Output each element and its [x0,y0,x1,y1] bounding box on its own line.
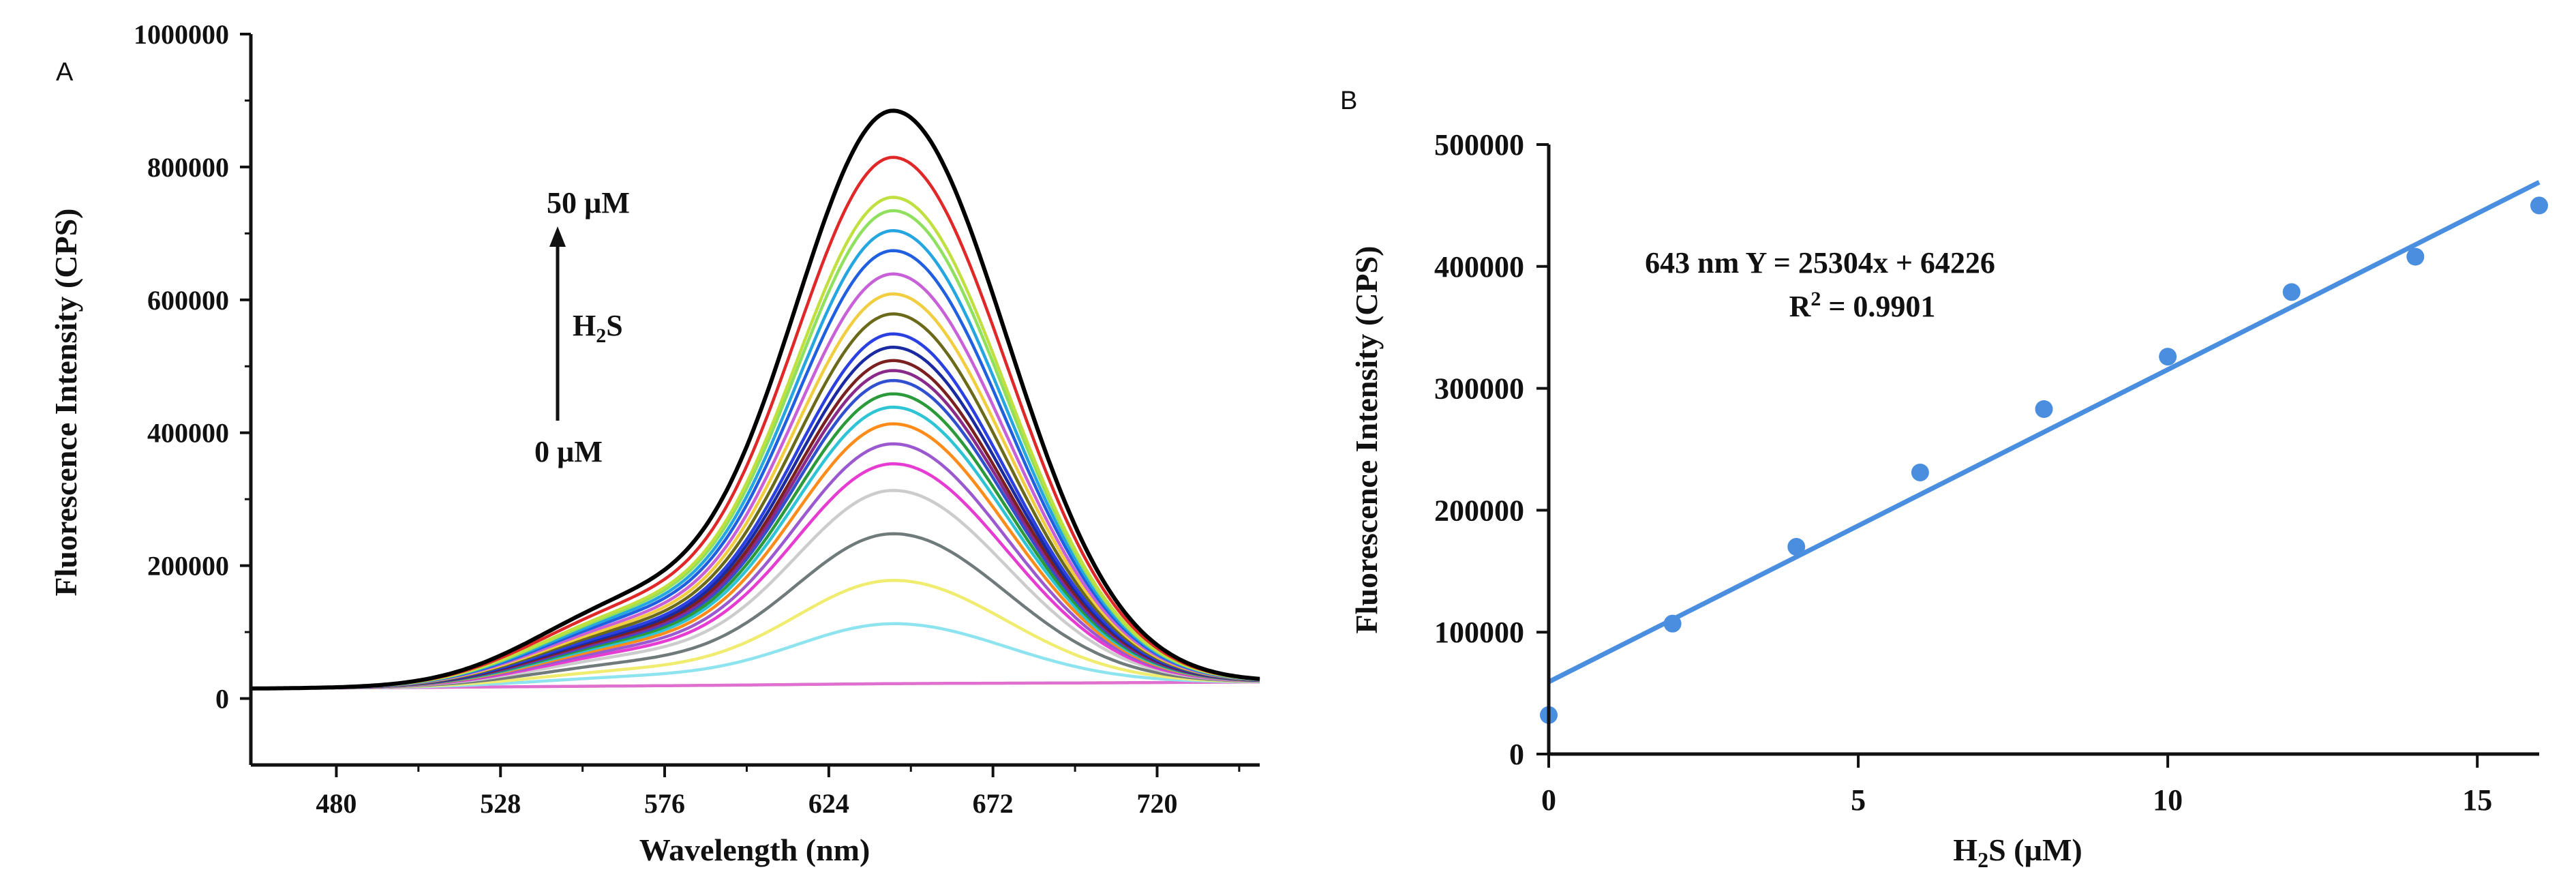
panel-b-y-tick-label-1: 100000 [1434,616,1524,649]
panel-a-x-tick-label-0: 480 [316,788,357,819]
panel-a-y-tick-label-0: 0 [215,684,229,715]
panel-a-y-tick-label-5: 1000000 [134,19,229,50]
panel-b-x-tick-label-3: 15 [2462,783,2492,817]
annotation-bottom-conc: 0 µM [534,435,603,468]
h2s-arrow-head [549,226,566,247]
data-point-4 [1911,463,1929,481]
data-point-8 [2406,247,2425,266]
panel-b-x-tick-label-2: 10 [2153,783,2183,817]
spectrum-line-24 [250,108,1260,691]
panel-a-axes: 0 200000 400000 600000 800000 1000000 480 528 57… [134,19,1260,819]
panel-a-x-axis-title: Wavelength (nm) [639,832,870,867]
panel-a-x-tick-label-2: 576 [644,788,685,819]
panel-b-y-tick-label-2: 200000 [1434,494,1524,527]
panel-a-letter: A [56,58,74,87]
data-point-6 [2159,348,2177,366]
data-point-3 [1787,538,1806,556]
annotation-top-conc: 50 µM [547,186,630,220]
annotation-h2s-label: H2S [573,309,623,347]
panel-b-plot [1540,180,2548,724]
panel-b-y-axis-title: Fluorescence Intensity (CPS) [1349,246,1384,634]
panel-b-y-tick-label-3: 300000 [1434,372,1524,406]
panel-b-x-tick-label-0: 0 [1541,783,1556,817]
data-point-2 [1663,614,1682,633]
panel-b-axes: 0 100000 200000 300000 400000 500000 0 5 10 15 [1434,128,2539,817]
panel-a-x-tick-label-4: 672 [973,788,1014,819]
panel-a-x-tick-label-1: 528 [480,788,521,819]
panel-a-y-axis-title: Fluorescence Intensity (CPS) [48,209,83,597]
panel-b-y-tick-label-0: 0 [1509,738,1524,771]
panel-a-x-tick-label-3: 624 [808,788,849,819]
panel-b-x-tick-label-1: 5 [1851,783,1866,817]
panel-b-y-tick-label-4: 400000 [1434,250,1524,284]
data-point-7 [2282,283,2301,301]
r-squared: R2 = 0.9901 [1789,288,1936,323]
data-point-9 [2530,196,2548,215]
panel-a: A 0 200000 400000 600000 800000 1000000 480 528… [48,19,1260,867]
fit-line [1547,180,2541,685]
panel-a-y-tick-label-4: 800000 [147,152,229,183]
panel-a-y-tick-label-1: 200000 [147,551,229,582]
panel-a-x-tick-label-5: 720 [1136,788,1177,819]
panel-b-x-axis-title: H2S (µM) [1953,832,2082,872]
panel-b-y-tick-label-5: 500000 [1434,128,1524,162]
fit-equation: 643 nm Y = 25304x + 64226 [1645,246,1995,280]
panel-a-y-tick-label-3: 600000 [147,285,229,316]
panel-b-letter: B [1340,87,1357,115]
data-point-5 [2035,400,2053,418]
panel-a-curves [250,108,1260,691]
panel-a-y-tick-label-2: 400000 [147,418,229,449]
